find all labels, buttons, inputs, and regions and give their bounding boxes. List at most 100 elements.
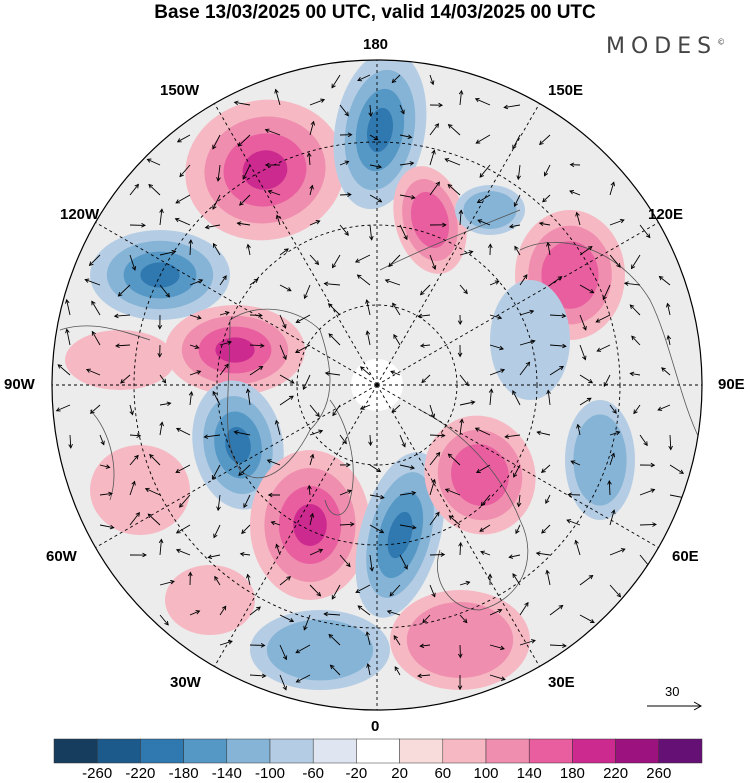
wind-arrow-275 — [515, 524, 521, 535]
wind-arrow-103 — [303, 284, 311, 300]
meridian-240 — [95, 384, 378, 548]
wind-arrow-29 — [216, 164, 221, 182]
wind-arrow-132 — [549, 313, 567, 319]
wind-arrow-0 — [331, 74, 341, 89]
wind-arrow-143 — [249, 343, 265, 348]
wind-arrow-227 — [266, 459, 281, 466]
wind-arrow-252 — [429, 478, 436, 496]
wind-arrow-127 — [392, 302, 401, 316]
wind-arrow-310 — [512, 573, 521, 586]
wind-arrow-147 — [365, 330, 371, 346]
wind-arrow-236 — [540, 464, 551, 474]
wind-arrow-281 — [158, 538, 164, 556]
wind-arrow-206 — [233, 430, 251, 436]
wind-arrow-229 — [339, 462, 351, 468]
wind-arrow-25 — [512, 134, 521, 150]
wind-arrow-80 — [188, 239, 194, 256]
wind-arrow-24 — [475, 134, 491, 144]
wind-arrow-289 — [399, 554, 408, 570]
wind-arrow-157 — [666, 334, 672, 346]
wind-arrow-306 — [389, 584, 401, 597]
wind-arrow-322 — [386, 609, 401, 616]
wind-arrow-75 — [609, 218, 625, 226]
wind-arrow-2 — [391, 74, 401, 84]
wind-arrow-141 — [189, 344, 200, 350]
wind-arrow-196 — [579, 397, 592, 406]
wind-arrow-38 — [479, 164, 491, 178]
wind-arrow-46 — [239, 194, 251, 206]
wind-arrow-137 — [65, 328, 71, 346]
wind-arrow-269 — [339, 521, 355, 527]
wind-arrow-83 — [279, 248, 289, 256]
wind-arrow-200 — [68, 434, 73, 449]
wind-arrow-64 — [275, 214, 281, 226]
wind-arrow-110 — [519, 274, 528, 286]
wind-arrow-230 — [369, 464, 382, 473]
wind-arrow-190 — [391, 404, 401, 413]
wind-arrow-99 — [189, 279, 204, 286]
coastline-2 — [419, 409, 529, 611]
wind-arrow-66 — [339, 224, 349, 236]
wind-arrow-251 — [399, 490, 417, 496]
wind-arrow-54 — [476, 194, 491, 203]
wind-arrow-277 — [566, 519, 581, 526]
colorbar-swatch-0 — [53, 738, 98, 764]
wind-arrow-58 — [609, 181, 616, 196]
wind-arrow-101 — [249, 278, 259, 286]
wind-arrow-222 — [129, 454, 139, 466]
wind-arrow-19 — [339, 132, 353, 138]
wind-arrow-324 — [459, 614, 468, 624]
wind-arrow-314 — [159, 614, 169, 626]
wind-arrow-100 — [219, 275, 227, 286]
anomaly-high-15-level-0 — [165, 565, 255, 635]
wind-arrow-96 — [84, 278, 101, 286]
wind-arrow-199 — [657, 404, 671, 411]
wind-arrow-197 — [609, 404, 617, 414]
colorbar-tick-label: 100 — [473, 765, 499, 782]
wind-arrow-16 — [237, 134, 251, 147]
wind-arrow-290 — [429, 552, 446, 557]
colorbar-swatch-7 — [356, 738, 400, 764]
wind-arrow-253 — [444, 488, 461, 496]
colorbar-swatch-12 — [572, 738, 616, 764]
wind-arrow-330 — [249, 643, 266, 648]
wind-arrow-114 — [623, 281, 641, 286]
colorbar-swatch-10 — [485, 738, 530, 764]
wind-arrow-304 — [331, 584, 341, 600]
colorbar-swatch-1 — [96, 738, 141, 764]
latitude-circle-1 — [216, 224, 538, 546]
wind-arrow-339 — [519, 639, 536, 646]
wind-arrow-48 — [309, 184, 314, 196]
wind-arrow-295 — [574, 539, 581, 556]
wind-arrow-274 — [479, 524, 491, 532]
wind-arrow-153 — [549, 343, 567, 349]
wind-arrow-113 — [602, 284, 611, 301]
coastline-5 — [59, 325, 151, 341]
wind-arrow-321 — [357, 605, 371, 616]
wind-arrow-166 — [302, 374, 311, 391]
wind-arrow-126 — [365, 299, 371, 316]
wind-arrow-41 — [569, 162, 581, 168]
wind-arrow-165 — [279, 374, 295, 384]
lon-label-150w: 150W — [160, 82, 200, 99]
wind-arrow-215 — [504, 434, 521, 439]
coastlines — [59, 209, 701, 611]
wind-arrow-171 — [459, 374, 469, 387]
wind-arrow-61 — [174, 217, 191, 226]
wind-arrow-98 — [159, 284, 170, 298]
lon-label-120w: 120W — [60, 206, 100, 223]
wind-arrow-207 — [274, 419, 281, 436]
meridian-330 — [214, 103, 378, 386]
wind-arrow-307 — [429, 584, 436, 598]
wind-arrow-338 — [489, 644, 505, 651]
wind-arrow-344 — [329, 664, 341, 676]
anomaly-low-11-level-1 — [573, 414, 627, 506]
wind-arrow-18 — [309, 120, 316, 136]
wind-arrow-228 — [309, 453, 315, 466]
wind-arrow-340 — [549, 643, 567, 649]
wind-arrow-182 — [159, 401, 172, 407]
wind-arrow-79 — [159, 249, 177, 256]
colorbar-tick-label: 140 — [516, 765, 542, 782]
meridian-30 — [376, 103, 540, 386]
wind-arrow-318 — [279, 614, 295, 623]
